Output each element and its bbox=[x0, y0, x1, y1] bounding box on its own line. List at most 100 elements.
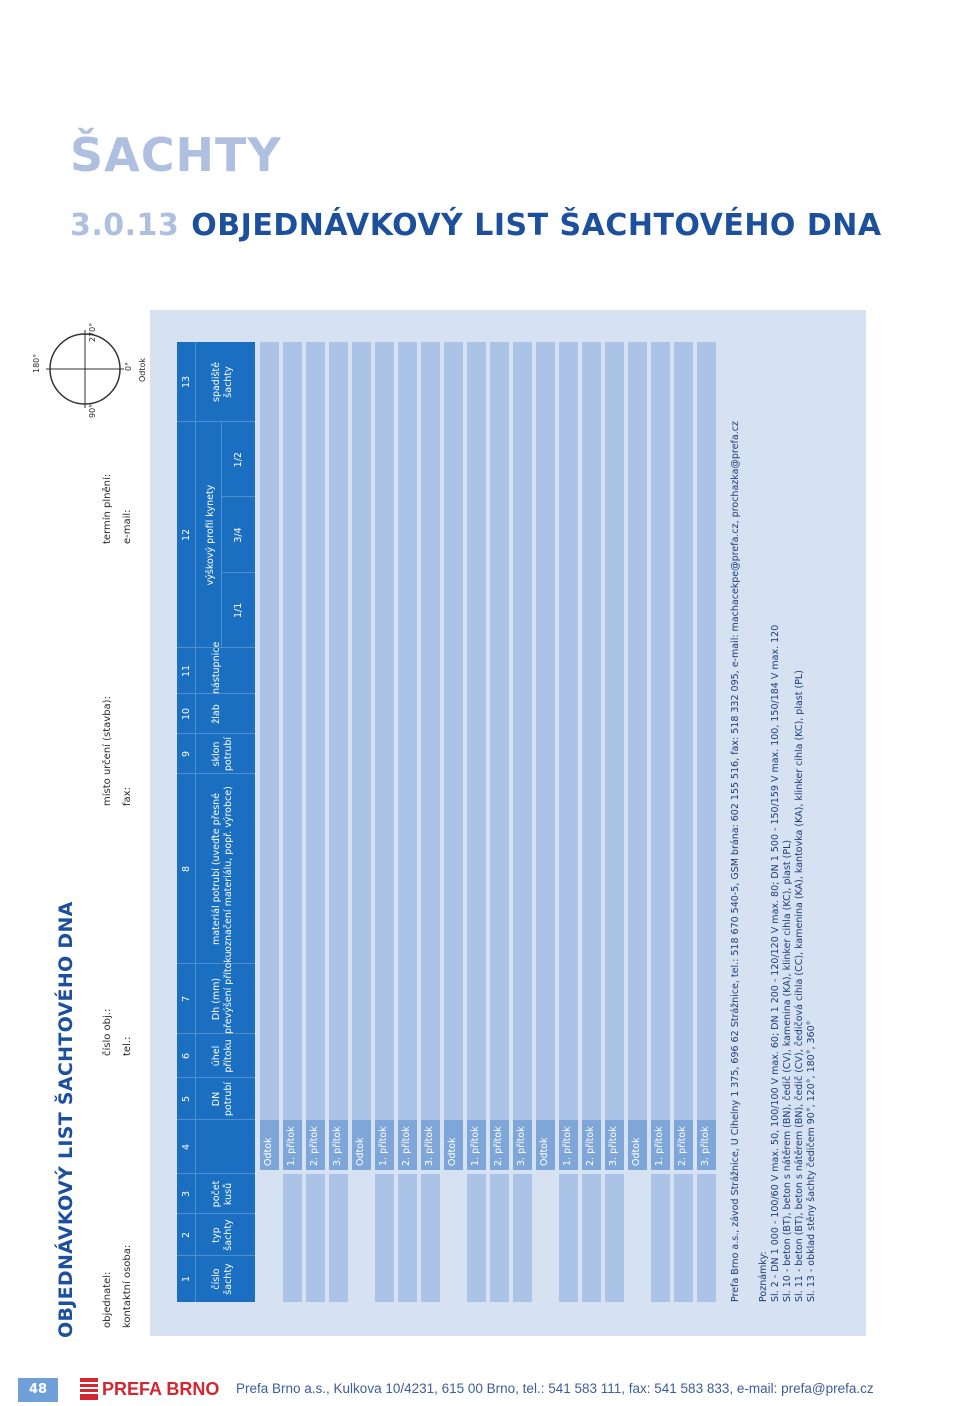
prefa-logo-icon bbox=[80, 1378, 98, 1400]
row-gap bbox=[536, 1170, 555, 1174]
row-data-cell[interactable] bbox=[605, 342, 624, 1170]
table-row: 3. přítok bbox=[329, 342, 348, 1302]
column-number: 6 bbox=[181, 1052, 192, 1060]
table-row: 1. přítok bbox=[375, 342, 394, 1302]
row-gap bbox=[490, 1170, 509, 1174]
row-type-label: 1. přítok bbox=[470, 1126, 481, 1166]
angle-label-0: 0° bbox=[124, 361, 133, 371]
row-type-label: 2. přítok bbox=[585, 1126, 596, 1166]
row-data-cell[interactable] bbox=[513, 342, 532, 1170]
row-gap bbox=[697, 1170, 716, 1174]
section-title: ŠACHTY bbox=[70, 128, 282, 182]
row-data-cell[interactable] bbox=[628, 342, 647, 1170]
row-data-cell[interactable] bbox=[536, 342, 555, 1170]
note-item: Sl. 11 - beton (BT), beton s nátěrem (BN… bbox=[794, 670, 805, 1302]
brand-logo-text: PREFA BRNO bbox=[102, 1379, 220, 1399]
row-id-cell[interactable] bbox=[306, 1174, 325, 1302]
row-id-cell[interactable] bbox=[283, 1174, 302, 1302]
column-label: žlab bbox=[211, 704, 222, 724]
row-data-cell[interactable] bbox=[559, 342, 578, 1170]
column-label: sklon bbox=[211, 741, 222, 767]
row-data-cell[interactable] bbox=[674, 342, 693, 1170]
row-id-cell[interactable] bbox=[444, 1174, 463, 1302]
row-data-cell[interactable] bbox=[283, 342, 302, 1170]
column-number: 10 bbox=[181, 707, 192, 721]
row-data-cell[interactable] bbox=[467, 342, 486, 1170]
row-data-cell[interactable] bbox=[375, 342, 394, 1170]
page-heading: 3.0.13 OBJEDNÁVKOVÝ LIST ŠACHTOVÉHO DNA bbox=[70, 208, 882, 243]
column-number: 13 bbox=[181, 375, 192, 389]
row-id-cell[interactable] bbox=[605, 1174, 624, 1302]
label-fax: fax: bbox=[122, 787, 133, 806]
row-type-label: 1. přítok bbox=[562, 1126, 573, 1166]
row-id-cell[interactable] bbox=[697, 1174, 716, 1302]
angle-label-90: 90° bbox=[88, 403, 97, 418]
notes-title: Poznámky: bbox=[758, 1251, 769, 1302]
label-email: e-mail: bbox=[122, 509, 133, 544]
row-id-cell[interactable] bbox=[467, 1174, 486, 1302]
table-row: 1. přítok bbox=[559, 342, 578, 1302]
row-data-cell[interactable] bbox=[490, 342, 509, 1170]
table-row: 2. přítok bbox=[306, 342, 325, 1302]
row-type-label: 1. přítok bbox=[286, 1126, 297, 1166]
row-gap bbox=[260, 1170, 279, 1174]
row-data-cell[interactable] bbox=[582, 342, 601, 1170]
form-title: OBJEDNÁVKOVÝ LIST ŠACHTOVÉHO DNA bbox=[55, 901, 77, 1338]
row-data-cell[interactable] bbox=[352, 342, 371, 1170]
row-data-cell[interactable] bbox=[651, 342, 670, 1170]
label-objednatel: objednatel: bbox=[102, 1271, 113, 1328]
row-data-cell[interactable] bbox=[329, 342, 348, 1170]
row-gap bbox=[329, 1170, 348, 1174]
row-id-cell[interactable] bbox=[651, 1174, 670, 1302]
row-data-cell[interactable] bbox=[398, 342, 417, 1170]
table-row: Odtok bbox=[260, 342, 279, 1302]
row-data-cell[interactable] bbox=[306, 342, 325, 1170]
row-data-cell[interactable] bbox=[697, 342, 716, 1170]
row-id-cell[interactable] bbox=[421, 1174, 440, 1302]
table-row: 1. přítok bbox=[467, 342, 486, 1302]
row-gap bbox=[444, 1170, 463, 1174]
page-number: 48 bbox=[18, 1378, 58, 1402]
note-item: Sl. 10 - beton (BT), beton s nátěrem (BN… bbox=[782, 839, 793, 1302]
row-id-cell[interactable] bbox=[490, 1174, 509, 1302]
column-label: šachty bbox=[223, 366, 234, 398]
column-label: potrubí bbox=[223, 736, 234, 772]
table-row: 2. přítok bbox=[490, 342, 509, 1302]
profile-sub-label: 1/2 bbox=[233, 452, 244, 468]
column-label: výškový profil kynety bbox=[205, 484, 216, 586]
row-id-cell[interactable] bbox=[329, 1174, 348, 1302]
table-row: 1. přítok bbox=[651, 342, 670, 1302]
table-row: 2. přítok bbox=[582, 342, 601, 1302]
label-termin-plneni: termín plnění: bbox=[102, 473, 113, 544]
row-id-cell[interactable] bbox=[398, 1174, 417, 1302]
row-id-cell[interactable] bbox=[352, 1174, 371, 1302]
row-id-cell[interactable] bbox=[628, 1174, 647, 1302]
row-data-cell[interactable] bbox=[421, 342, 440, 1170]
row-data-cell[interactable] bbox=[260, 342, 279, 1170]
row-gap bbox=[306, 1170, 325, 1174]
row-data-cell[interactable] bbox=[444, 342, 463, 1170]
row-id-cell[interactable] bbox=[260, 1174, 279, 1302]
row-id-cell[interactable] bbox=[582, 1174, 601, 1302]
table-row: 2. přítok bbox=[674, 342, 693, 1302]
row-gap bbox=[283, 1170, 302, 1174]
angle-label-180: 180° bbox=[32, 353, 41, 373]
profile-sub-divider bbox=[221, 496, 255, 498]
row-type-label: Odtok bbox=[263, 1137, 274, 1166]
angle-label-270: 270° bbox=[88, 322, 97, 342]
row-type-label: 1. přítok bbox=[654, 1126, 665, 1166]
order-form-sheet: OBJEDNÁVKOVÝ LIST ŠACHTOVÉHO DNA objedna… bbox=[32, 310, 866, 1338]
label-cislo-obj: číslo obj.: bbox=[102, 1008, 113, 1056]
row-id-cell[interactable] bbox=[559, 1174, 578, 1302]
row-id-cell[interactable] bbox=[375, 1174, 394, 1302]
row-id-cell[interactable] bbox=[674, 1174, 693, 1302]
row-id-cell[interactable] bbox=[536, 1174, 555, 1302]
row-id-cell[interactable] bbox=[513, 1174, 532, 1302]
column-number: 4 bbox=[181, 1143, 192, 1151]
column-label: převýšení přítoku bbox=[223, 951, 234, 1034]
column-number: 2 bbox=[181, 1231, 192, 1239]
column-number: 12 bbox=[181, 528, 192, 542]
row-gap bbox=[398, 1170, 417, 1174]
row-type-label: 3. přítok bbox=[608, 1126, 619, 1166]
table-row: 3. přítok bbox=[605, 342, 624, 1302]
